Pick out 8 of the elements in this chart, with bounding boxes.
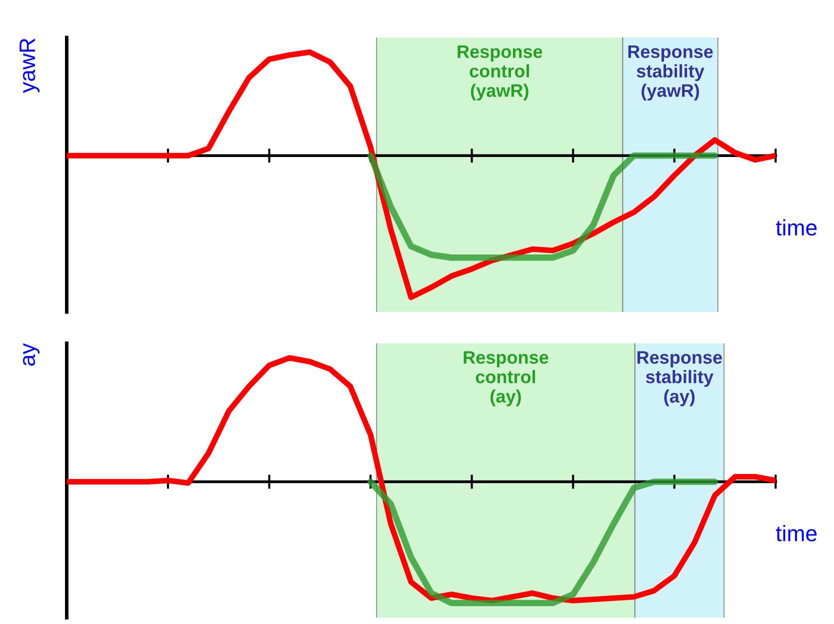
y-axis-title: ay — [22, 343, 40, 366]
annotation: Response stability (ay) — [637, 351, 722, 406]
y-axis-title: yawR — [20, 38, 40, 93]
x-axis-title: time — [776, 525, 817, 542]
annotation: Response control (yawR) — [458, 45, 542, 101]
annotation: Response stability (yawR) — [628, 45, 713, 101]
x-axis-title: time — [776, 219, 817, 236]
annotation: Response control (ay) — [464, 351, 548, 406]
